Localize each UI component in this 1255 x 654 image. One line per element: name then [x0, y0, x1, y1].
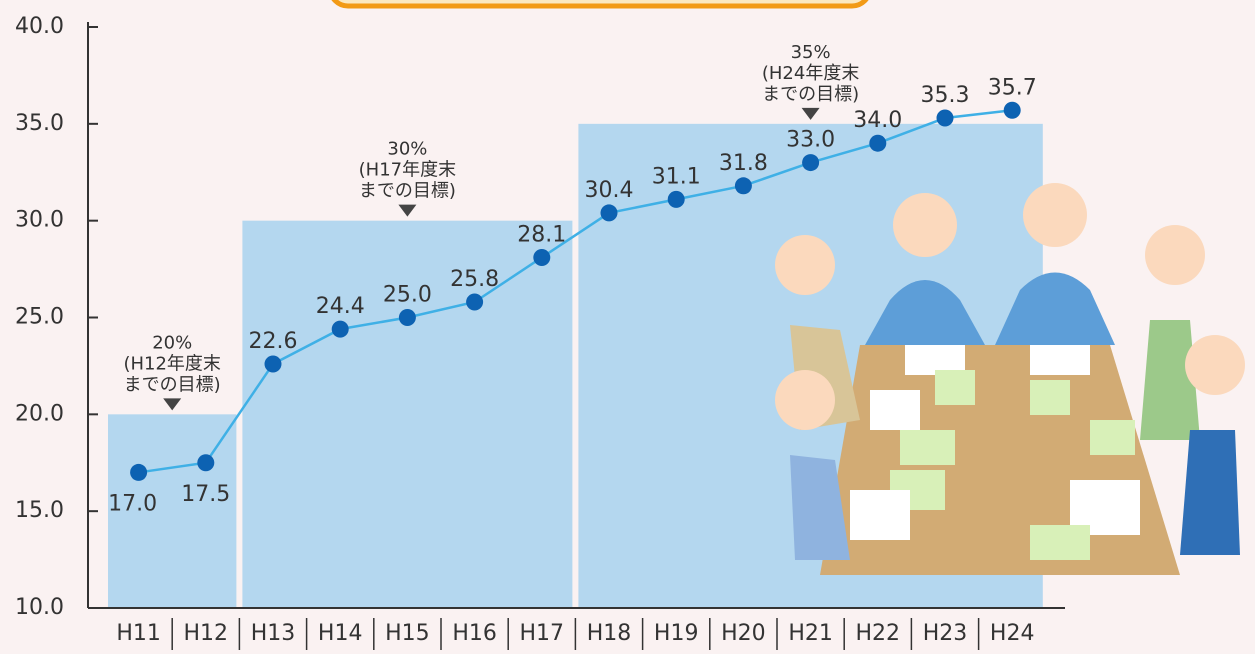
x-tick-label: H15 [385, 621, 430, 646]
value-label: 17.0 [108, 491, 157, 516]
target-marker [398, 204, 417, 217]
value-label: 22.6 [249, 329, 298, 354]
meeting-illustration [775, 183, 1245, 575]
value-label: 30.4 [585, 178, 634, 203]
title-banner [331, 0, 869, 9]
value-label: 34.0 [853, 108, 902, 133]
value-label: 25.8 [450, 267, 499, 292]
target-annotation: までの目標) [124, 374, 221, 395]
value-label: 25.0 [383, 283, 432, 308]
y-tick-label: 10.0 [15, 595, 64, 620]
x-tick-label: H14 [318, 621, 363, 646]
point [331, 320, 349, 338]
x-tick-label: H11 [116, 621, 161, 646]
point [734, 177, 752, 195]
x-tick-label: H21 [788, 621, 833, 646]
point [667, 190, 685, 208]
point [398, 309, 416, 326]
target-annotation: 35% [791, 42, 831, 63]
target-annotation: までの目標) [359, 181, 456, 202]
x-tick-label: H24 [990, 621, 1035, 646]
x-tick-label: H20 [721, 621, 766, 646]
target-annotation: 20% [152, 332, 192, 353]
value-label: 35.7 [988, 75, 1037, 100]
target-annotation: までの目標) [762, 84, 859, 105]
y-tick-label: 20.0 [15, 401, 64, 426]
point [533, 248, 551, 266]
target-annotation: (H12年度末 [123, 353, 220, 374]
point [802, 154, 820, 172]
target-bar [242, 220, 573, 608]
point [197, 454, 215, 472]
x-tick-label: H23 [923, 621, 968, 646]
value-label: 17.5 [181, 482, 230, 507]
target-marker [801, 107, 820, 120]
value-label: 33.0 [786, 128, 835, 153]
value-label: 28.1 [517, 222, 566, 247]
y-tick-label: 40.0 [15, 14, 64, 39]
point [600, 204, 618, 222]
point [1003, 101, 1021, 119]
x-tick-label: H13 [251, 621, 296, 646]
point [466, 293, 484, 311]
target-bar [108, 414, 237, 608]
target-annotation: 30% [387, 139, 427, 160]
value-label: 31.8 [719, 151, 768, 176]
point [264, 355, 282, 373]
value-label: 31.1 [652, 164, 701, 189]
x-tick-label: H18 [587, 621, 632, 646]
x-tick-label: H19 [654, 621, 699, 646]
point [869, 134, 887, 152]
x-tick-label: H22 [856, 621, 901, 646]
target-marker [163, 398, 182, 411]
line [138, 109, 1013, 474]
value-label: 24.4 [316, 294, 365, 319]
y-tick-label: 25.0 [15, 305, 64, 330]
y-tick-label: 15.0 [15, 498, 64, 523]
target-annotation: (H17年度末 [359, 160, 456, 181]
y-tick-label: 30.0 [15, 208, 64, 233]
x-tick-label: H16 [452, 621, 497, 646]
point [936, 109, 954, 127]
target-annotation: (H24年度末 [762, 63, 859, 84]
x-tick-label: H17 [520, 621, 565, 646]
value-label: 35.3 [921, 83, 970, 108]
point [130, 463, 148, 481]
y-tick-label: 35.0 [15, 111, 64, 136]
x-tick-label: H12 [184, 621, 229, 646]
